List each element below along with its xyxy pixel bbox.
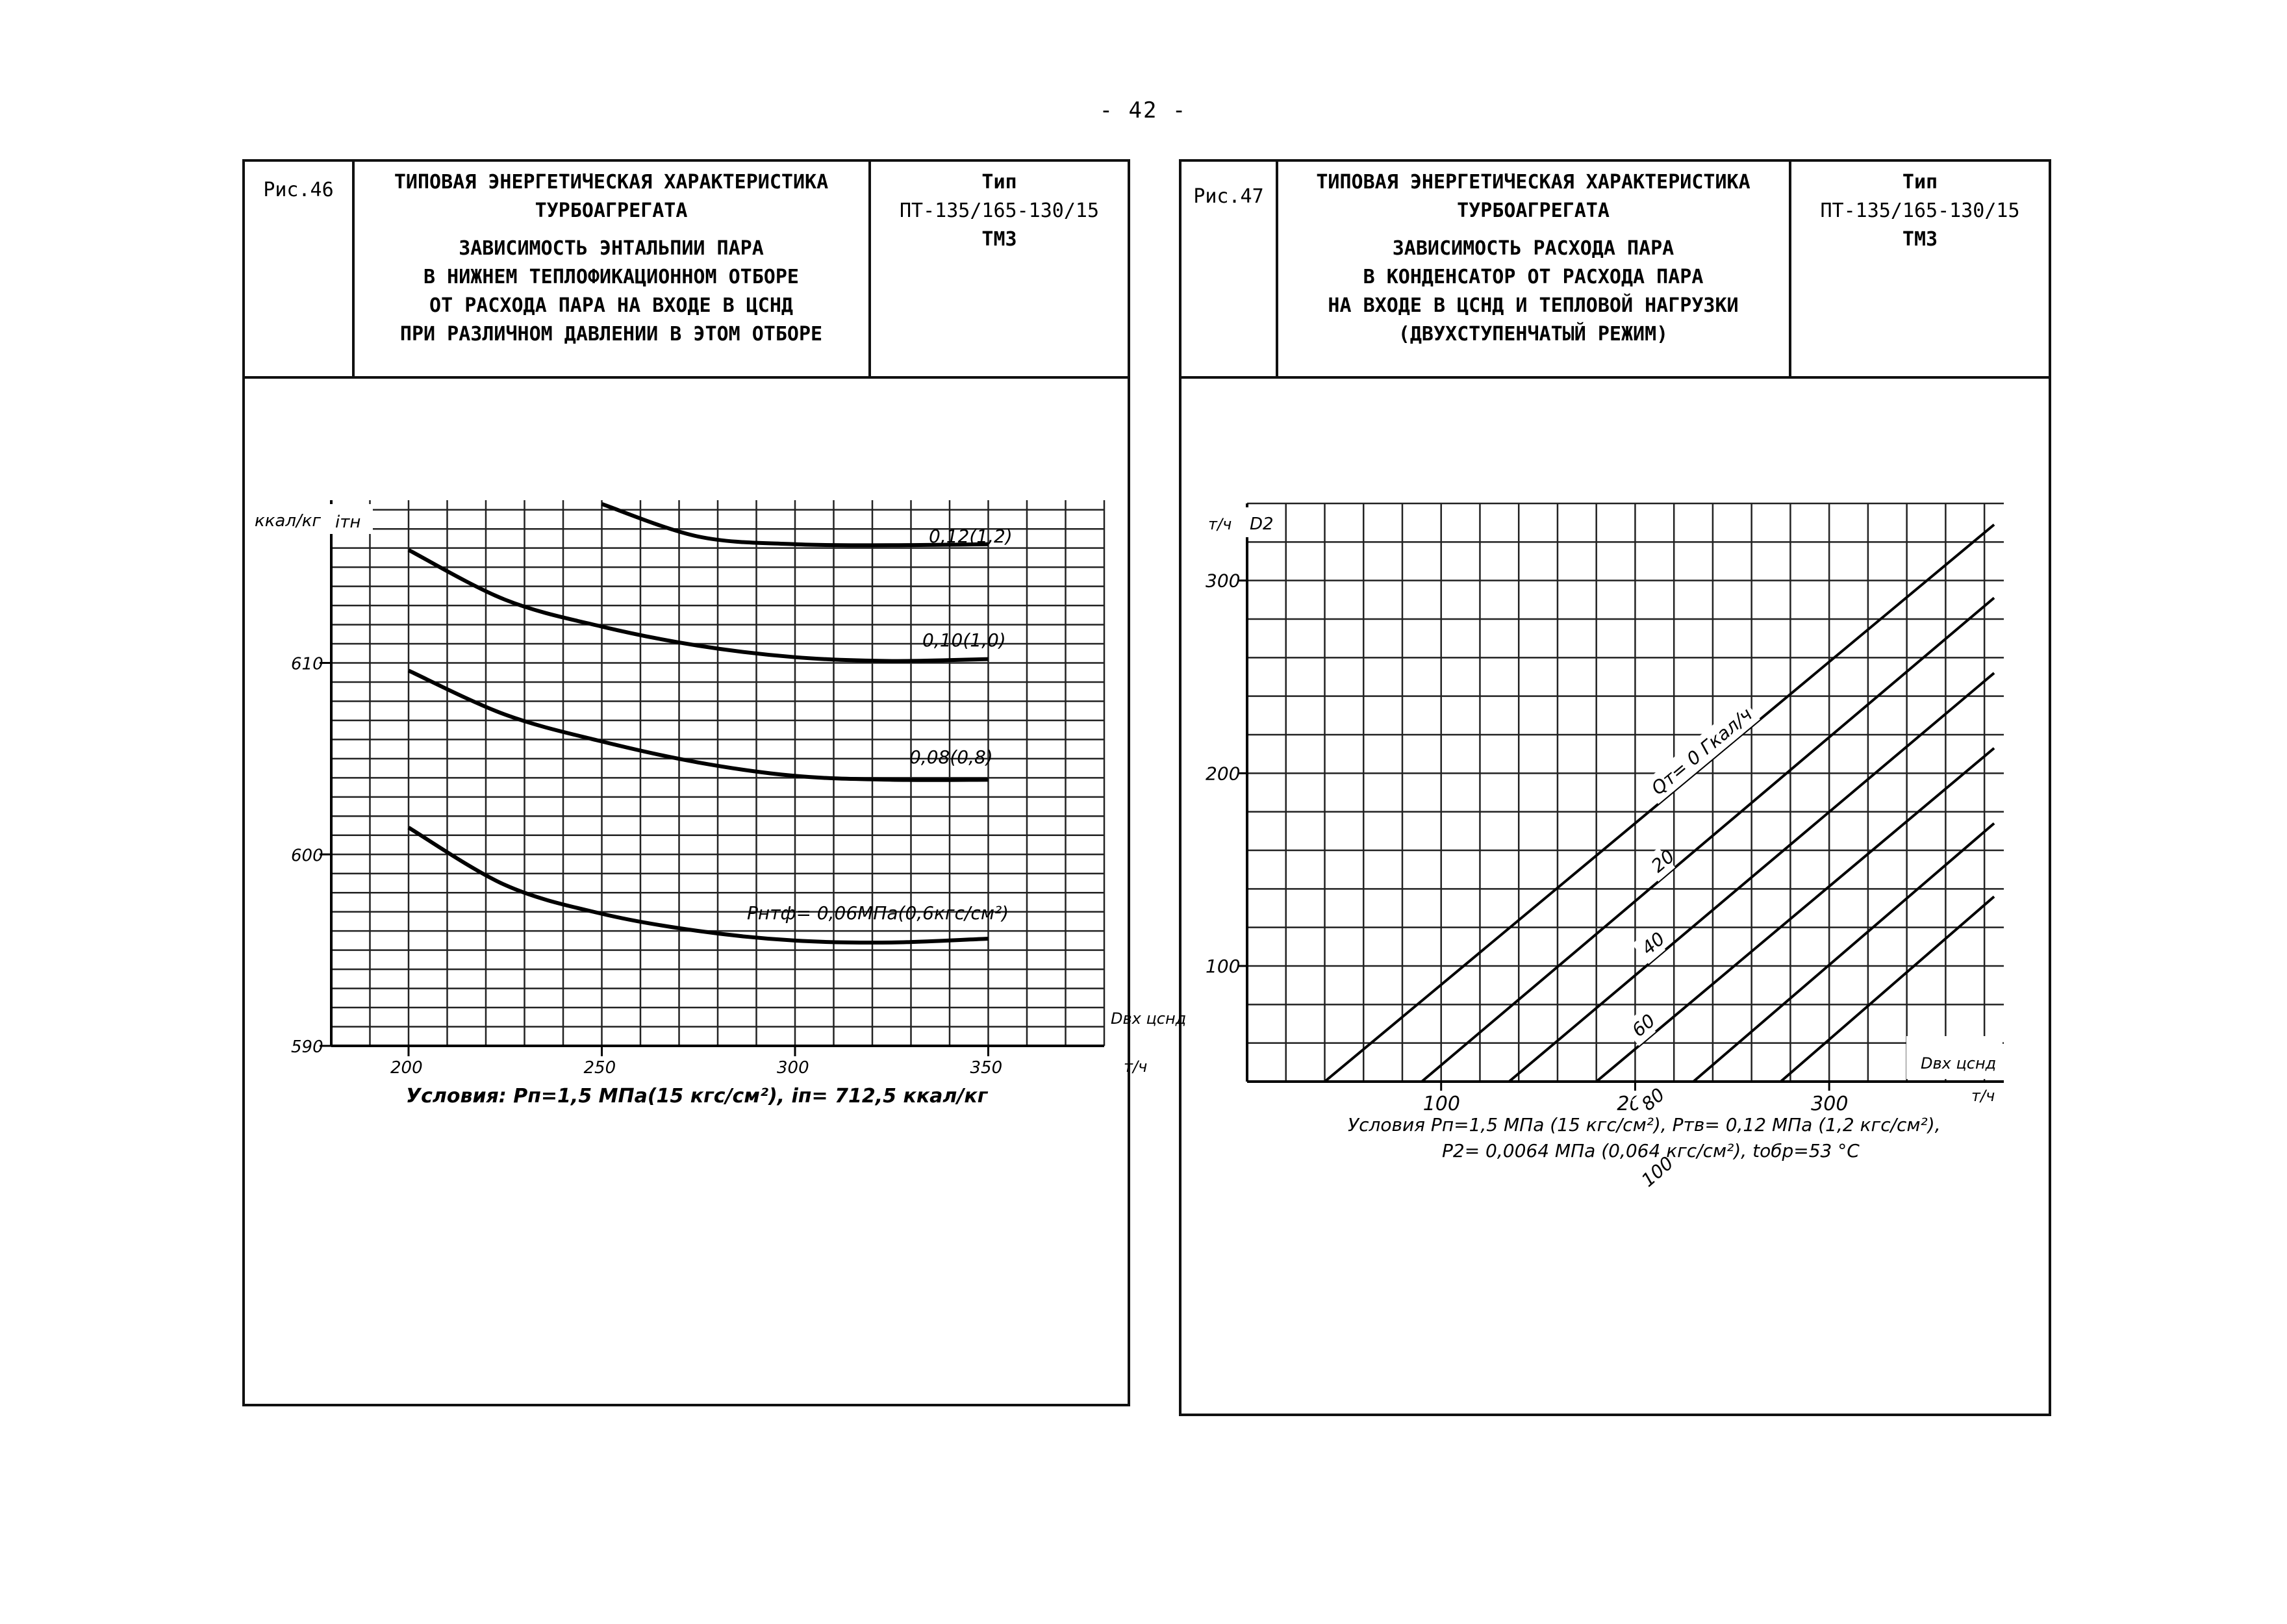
subtitle-line: ПРИ РАЗЛИЧНОМ ДАВЛЕНИИ В ЭТОМ ОТБОРЕ xyxy=(399,323,823,346)
subtitle-line: ОТ РАСХОДА ПАРА НА ВХОДЕ В ЦСНД xyxy=(429,294,793,317)
x-symbol: Dвх цснд xyxy=(1111,1009,1186,1028)
series-label-bg xyxy=(1632,930,1666,965)
x-tick-label: 350 xyxy=(970,1058,1003,1078)
type-maker: ТМЗ xyxy=(1902,228,1938,251)
type-label: Тип xyxy=(1902,171,1938,194)
x-tick-label: 250 xyxy=(584,1058,616,1078)
y-symbol: iтн xyxy=(335,513,360,532)
series-label: 0,10(1,0) xyxy=(922,629,1006,651)
type-model: ПТ-135/165-130/15 xyxy=(1820,199,2020,222)
series-label-bg xyxy=(1622,1011,1656,1047)
series-label-bg xyxy=(1632,1154,1674,1197)
figure-title: ТИПОВАЯ ЭНЕРГЕТИЧЕСКАЯ ХАРАКТЕРИСТИКА ТУ… xyxy=(354,162,868,349)
x-tick-label: 100 xyxy=(1423,1093,1460,1115)
conditions-fig47-line1: Условия Pп=1,5 МПа (15 кгс/см²), Pтв= 0,… xyxy=(1348,1114,1941,1136)
series-label-bg xyxy=(1641,699,1760,804)
chart-fig46: iтн ккал/кг 590 600 610 200 250 300 350 Dвх цснд т… xyxy=(255,500,1186,1078)
page-number: - 42 - xyxy=(1099,97,1187,123)
series-label: 0,12(1,2) xyxy=(929,526,1013,547)
title-line: ТИПОВАЯ ЭНЕРГЕТИЧЕСКАЯ ХАРАКТЕРИСТИКА xyxy=(394,171,829,194)
subtitle-line: В КОНДЕНСАТОР ОТ РАСХОДА ПАРА xyxy=(1363,266,1704,288)
y-symbol: D2 xyxy=(1250,514,1274,534)
y-unit: т/ч xyxy=(1208,515,1232,533)
x-unit: т/ч xyxy=(1971,1087,1995,1105)
y-tick-label: 300 xyxy=(1206,570,1240,592)
series-line xyxy=(1508,672,1995,1083)
x-tick-label: 200 xyxy=(390,1058,423,1078)
type-label: Тип xyxy=(981,171,1017,194)
figure-title: ТИПОВАЯ ЭНЕРГЕТИЧЕСКАЯ ХАРАКТЕРИСТИКА ТУ… xyxy=(1278,162,1789,349)
series-line xyxy=(601,502,989,548)
figure-47-panel: Рис.47 ТИПОВАЯ ЭНЕРГЕТИЧЕСКАЯ ХАРАКТЕРИС… xyxy=(1179,159,2051,1416)
y-unit: ккал/кг xyxy=(255,511,321,531)
series-label: Qт= 0 Гкал/ч xyxy=(1647,704,1756,800)
y-tick-label: 600 xyxy=(291,846,323,865)
type-block: Тип ПТ-135/165-130/15 ТМЗ xyxy=(871,162,1128,254)
series-line xyxy=(1421,596,1995,1083)
series-label-bg xyxy=(1632,1085,1665,1121)
series-line xyxy=(1780,895,1995,1083)
subtitle-line: ЗАВИСИМОСТЬ ЭНТАЛЬПИИ ПАРА xyxy=(459,237,764,260)
subtitle-line: ЗАВИСИМОСТЬ РАСХОДА ПАРА xyxy=(1392,237,1674,260)
figure-label: Рис.47 xyxy=(1193,185,1264,208)
figure-label: Рис.46 xyxy=(263,179,334,201)
series-line xyxy=(1595,747,1995,1083)
figure-46-panel: Рис.46 ТИПОВАЯ ЭНЕРГЕТИЧЕСКАЯ ХАРАКТЕРИС… xyxy=(242,159,1130,1406)
title-line: ТУРБОАГРЕГАТА xyxy=(535,199,688,222)
x-symbol-box xyxy=(1906,1036,2003,1079)
y-tick-label: 590 xyxy=(291,1037,323,1057)
type-model: ПТ-135/165-130/15 xyxy=(899,199,1100,222)
y-tick-label: 200 xyxy=(1206,763,1240,784)
series-label-bg xyxy=(1641,847,1676,882)
title-line: ТИПОВАЯ ЭНЕРГЕТИЧЕСКАЯ ХАРАКТЕРИСТИКА xyxy=(1316,171,1750,194)
conditions-fig47-line2: P2= 0,0064 МПа (0,064 кгс/см²), tобр=53 … xyxy=(1442,1140,1860,1161)
y-tick-label: 610 xyxy=(291,655,323,674)
series-line xyxy=(407,548,989,663)
x-tick-label: 300 xyxy=(777,1058,809,1078)
y-symbol-box xyxy=(330,504,373,534)
title-line: ТУРБОАГРЕГАТА xyxy=(1457,199,1610,222)
subtitle-line: (ДВУХСТУПЕНЧАТЫЙ РЕЖИМ) xyxy=(1398,323,1669,346)
x-unit: т/ч xyxy=(1124,1058,1147,1076)
subtitle-line: В НИЖНЕМ ТЕПЛОФИКАЦИОННОМ ОТБОРЕ xyxy=(423,266,799,288)
series-line xyxy=(407,668,989,782)
x-tick-label: 300 xyxy=(1811,1093,1848,1115)
series-label: Pнтф= 0,06МПа(0,6кгс/см²) xyxy=(747,902,1009,924)
y-symbol-box xyxy=(1246,507,1276,537)
y-tick-label: 100 xyxy=(1206,956,1240,977)
series-line xyxy=(407,826,989,945)
type-block: Тип ПТ-135/165-130/15 ТМЗ xyxy=(1791,162,2049,254)
conditions-fig46: Условия: Pп=1,5 МПа(15 кгс/см²), iп= 712… xyxy=(406,1085,988,1108)
x-symbol: Dвх цснд xyxy=(1921,1054,1996,1072)
type-maker: ТМЗ xyxy=(981,228,1017,251)
series-line xyxy=(1692,822,1995,1083)
series-label: 0,08(0,8) xyxy=(909,746,993,768)
subtitle-line: НА ВХОДЕ В ЦСНД И ТЕПЛОВОЙ НАГРУЗКИ xyxy=(1328,294,1739,317)
